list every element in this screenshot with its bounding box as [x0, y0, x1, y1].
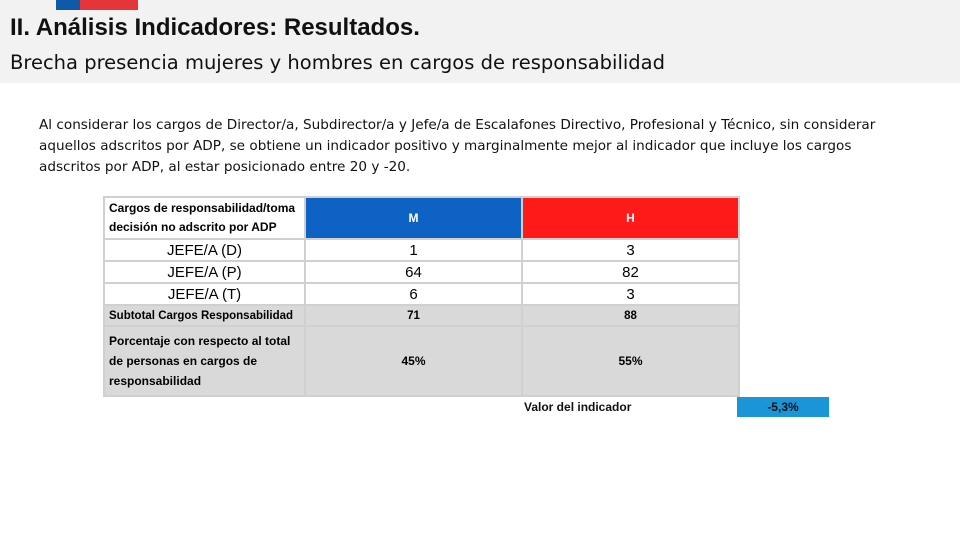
- subtotal-m-value: 71: [304, 304, 523, 327]
- subtotal-row: Subtotal Cargos Responsabilidad 71 88: [103, 304, 740, 327]
- results-table: Cargos de responsabilidad/toma decisión …: [103, 196, 740, 397]
- table-row: JEFE/A (P) 64 82: [103, 260, 740, 284]
- header-m-cell: M: [304, 196, 523, 240]
- percent-row: Porcentaje con respecto al total de pers…: [103, 325, 740, 397]
- header-h-cell: H: [521, 196, 740, 240]
- page-title: II. Análisis Indicadores: Resultados.: [10, 14, 420, 41]
- indicator-value: -5,3%: [737, 397, 829, 417]
- percent-label: Porcentaje con respecto al total de pers…: [103, 325, 306, 397]
- header-label-cell: Cargos de responsabilidad/toma decisión …: [103, 196, 306, 240]
- indicator-label: Valor del indicador: [524, 400, 632, 414]
- table-row: JEFE/A (D) 1 3: [103, 238, 740, 262]
- row-m-value: 6: [304, 282, 523, 306]
- row-h-value: 3: [521, 282, 740, 306]
- flag-red-stripe: [80, 0, 138, 10]
- subtotal-label: Subtotal Cargos Responsabilidad: [103, 304, 306, 327]
- intro-paragraph: Al considerar los cargos de Director/a, …: [39, 117, 876, 175]
- table-row: JEFE/A (T) 6 3: [103, 282, 740, 306]
- flag-blue-stripe: [56, 0, 80, 10]
- subtotal-h-value: 88: [521, 304, 740, 327]
- row-label: JEFE/A (D): [103, 238, 306, 262]
- row-label: JEFE/A (T): [103, 282, 306, 306]
- header-band: II. Análisis Indicadores: Resultados. Br…: [0, 0, 960, 83]
- row-m-value: 64: [304, 260, 523, 284]
- row-m-value: 1: [304, 238, 523, 262]
- row-h-value: 3: [521, 238, 740, 262]
- page-subtitle: Brecha presencia mujeres y hombres en ca…: [10, 51, 666, 74]
- table-header-row: Cargos de responsabilidad/toma decisión …: [103, 196, 740, 240]
- percent-h-value: 55%: [521, 325, 740, 397]
- percent-m-value: 45%: [304, 325, 523, 397]
- row-h-value: 82: [521, 260, 740, 284]
- row-label: JEFE/A (P): [103, 260, 306, 284]
